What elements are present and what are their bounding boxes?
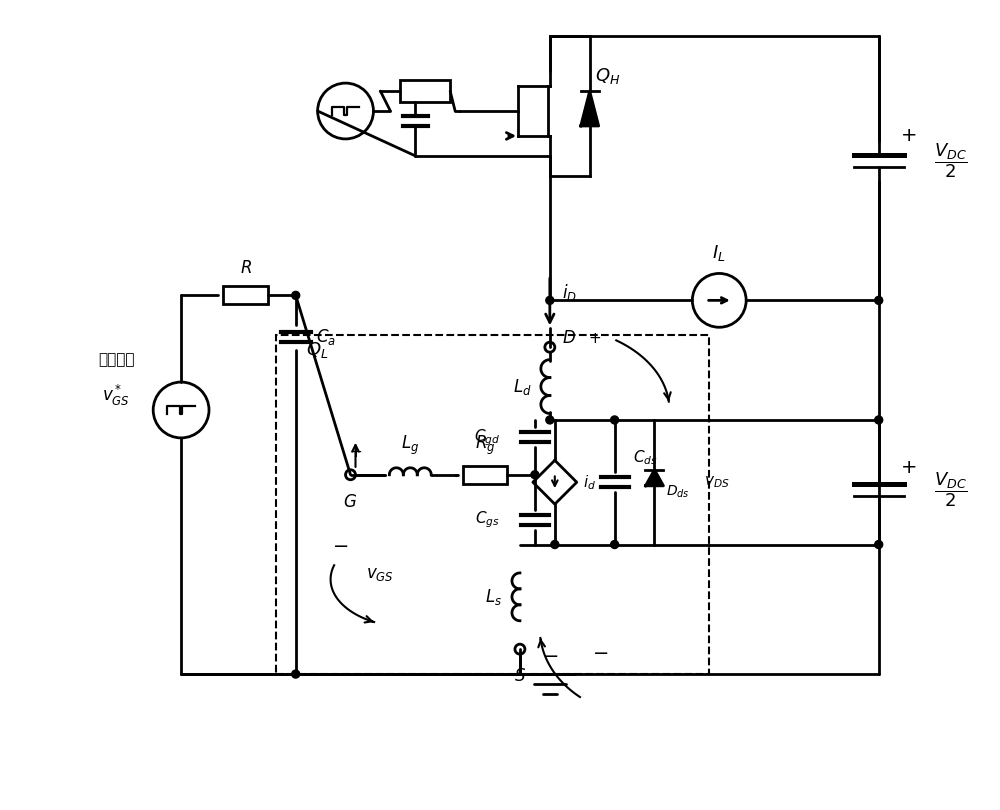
Text: $D$: $D$ [562, 329, 576, 347]
Text: $I_L$: $I_L$ [712, 244, 726, 263]
Bar [400, 80, 450, 102]
Text: $G$: $G$ [343, 492, 358, 510]
Circle shape [546, 416, 554, 424]
Text: $C_{gd}$: $C_{gd}$ [474, 427, 500, 448]
Circle shape [546, 296, 554, 305]
Text: $D_{ds}$: $D_{ds}$ [666, 484, 690, 501]
Circle shape [531, 471, 539, 479]
Bar [276, 335, 709, 674]
Circle shape [515, 644, 525, 654]
Circle shape [875, 416, 883, 424]
Text: $L_d$: $L_d$ [513, 377, 532, 397]
Text: $\dfrac{V_{DC}}{2}$: $\dfrac{V_{DC}}{2}$ [934, 471, 967, 509]
Text: $S$: $S$ [514, 667, 526, 685]
Text: $+$: $+$ [900, 458, 917, 477]
Text: $i_D$: $i_D$ [562, 282, 577, 303]
Text: $\dfrac{V_{DC}}{2}$: $\dfrac{V_{DC}}{2}$ [934, 142, 967, 180]
Circle shape [875, 296, 883, 305]
Text: $+$: $+$ [900, 126, 917, 146]
Text: $-$: $-$ [542, 645, 558, 663]
Circle shape [346, 470, 355, 480]
Circle shape [545, 342, 555, 352]
Text: $L_g$: $L_g$ [401, 433, 419, 457]
Text: $+$: $+$ [588, 330, 601, 346]
Text: $i_d$: $i_d$ [583, 473, 596, 492]
Polygon shape [581, 91, 599, 126]
Text: $R_g$: $R_g$ [475, 433, 495, 457]
Text: $Q_H$: $Q_H$ [595, 66, 620, 86]
Text: $v_{GS}$: $v_{GS}$ [366, 565, 394, 583]
Text: $C_{ds}$: $C_{ds}$ [633, 448, 657, 467]
Text: $C_{gs}$: $C_{gs}$ [475, 509, 500, 530]
Circle shape [875, 540, 883, 548]
Text: $C_a$: $C_a$ [316, 327, 336, 347]
Polygon shape [645, 470, 663, 486]
Text: $-$: $-$ [332, 535, 349, 554]
Text: $+$: $+$ [349, 445, 362, 460]
Text: $v_{DS}$: $v_{DS}$ [704, 475, 730, 490]
Text: $-$: $-$ [592, 642, 608, 661]
Circle shape [292, 292, 300, 300]
Text: $L_s$: $L_s$ [485, 586, 502, 607]
Text: $Q_L$: $Q_L$ [306, 340, 328, 360]
Text: $v_{GS}^*$: $v_{GS}^*$ [102, 382, 130, 407]
Circle shape [292, 670, 300, 678]
Circle shape [551, 540, 559, 548]
Circle shape [611, 540, 619, 548]
Bar [463, 466, 507, 484]
Bar [223, 287, 268, 305]
Text: $R$: $R$ [240, 259, 252, 278]
Circle shape [611, 416, 619, 424]
Text: 驱动信号: 驱动信号 [98, 352, 135, 368]
